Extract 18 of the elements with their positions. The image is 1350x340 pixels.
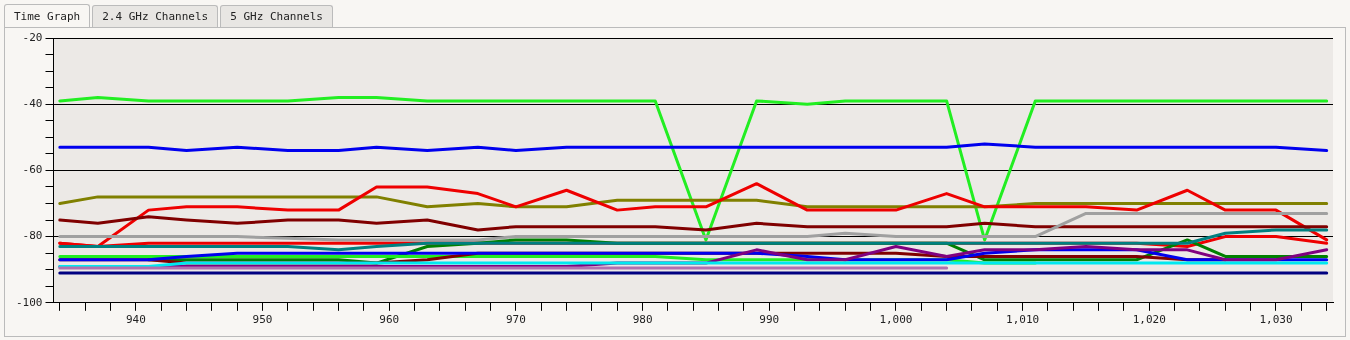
x-tick-label: 1,000 [879,313,913,327]
text: 2.4 GHz Channels [92,5,219,27]
x-tick-label: 970 [505,313,526,327]
y-tick-label: -40 [22,97,43,111]
x-tick-label: 950 [252,313,273,327]
x-tick-label: 980 [632,313,653,327]
x-tick-label: 960 [379,313,400,327]
x-tick-label: 1,020 [1132,313,1166,327]
y-tick-label: -100 [15,295,43,309]
x-tick-label: 1,010 [1006,313,1040,327]
text: Time Graph [4,4,91,27]
x-tick-label: 940 [125,313,146,327]
y-tick-label: -60 [22,163,43,177]
x-tick-label: 990 [759,313,780,327]
x-tick-label: 1,030 [1259,313,1293,327]
y-tick-label: -20 [22,30,43,44]
text: 5 GHz Channels [220,5,333,27]
y-tick-label: -80 [22,229,43,243]
